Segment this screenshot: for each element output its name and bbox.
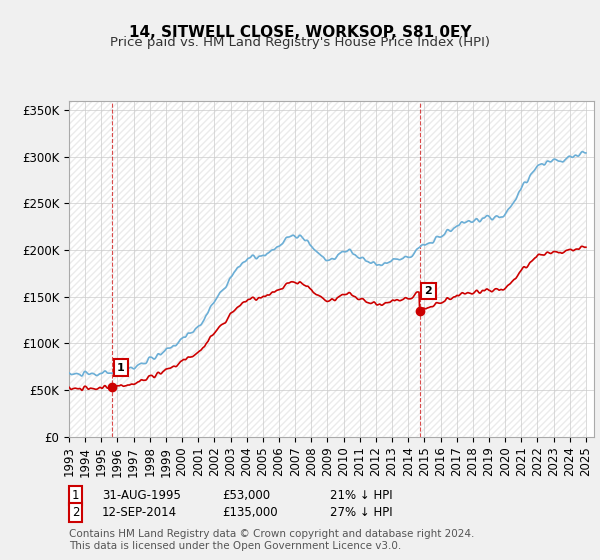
- Text: Contains HM Land Registry data © Crown copyright and database right 2024.
This d: Contains HM Land Registry data © Crown c…: [69, 529, 475, 551]
- Text: 2: 2: [72, 506, 79, 519]
- Text: 12-SEP-2014: 12-SEP-2014: [102, 506, 177, 519]
- Text: 27% ↓ HPI: 27% ↓ HPI: [330, 506, 392, 519]
- Text: 2: 2: [424, 286, 432, 296]
- Text: 14, SITWELL CLOSE, WORKSOP, S81 0EY: 14, SITWELL CLOSE, WORKSOP, S81 0EY: [129, 25, 471, 40]
- Text: Price paid vs. HM Land Registry's House Price Index (HPI): Price paid vs. HM Land Registry's House …: [110, 36, 490, 49]
- Text: £135,000: £135,000: [222, 506, 278, 519]
- Text: 1: 1: [72, 489, 79, 502]
- Text: 1: 1: [117, 362, 125, 372]
- Text: 31-AUG-1995: 31-AUG-1995: [102, 489, 181, 502]
- Text: 21% ↓ HPI: 21% ↓ HPI: [330, 489, 392, 502]
- Text: £53,000: £53,000: [222, 489, 270, 502]
